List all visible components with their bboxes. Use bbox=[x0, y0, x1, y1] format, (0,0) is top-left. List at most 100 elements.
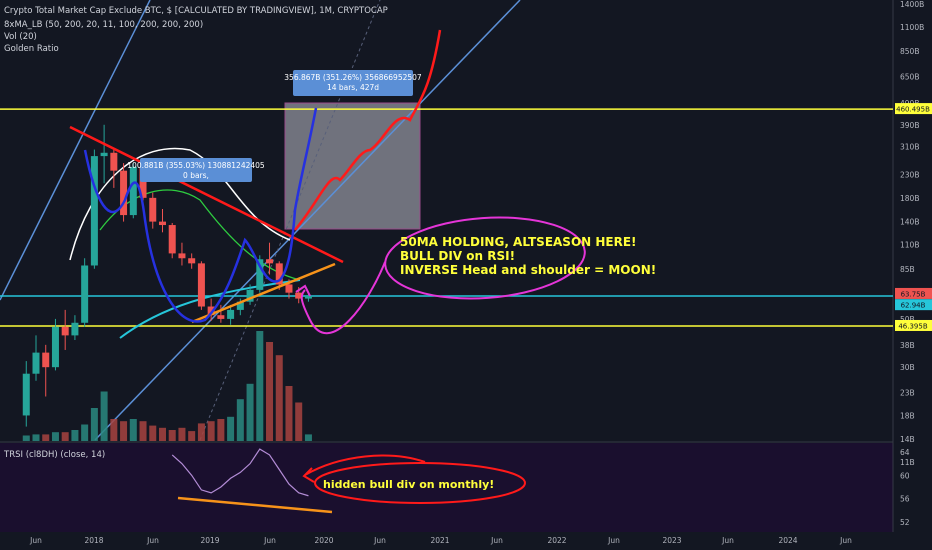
volume-bar bbox=[158, 427, 166, 441]
time-axis-tick: 2020 bbox=[314, 536, 333, 545]
indicator-volume-label[interactable]: Vol (20) bbox=[4, 32, 37, 42]
volume-bar bbox=[207, 421, 215, 441]
price-axis-tick: 230B bbox=[900, 171, 919, 180]
price-axis-tick: 85B bbox=[900, 265, 915, 274]
price-axis-tick: 38B bbox=[900, 341, 915, 350]
time-axis-tick: 2019 bbox=[200, 536, 219, 545]
candle-body bbox=[110, 152, 118, 171]
volume-bar bbox=[236, 399, 244, 441]
volume-bar bbox=[197, 423, 205, 441]
ma-50-line bbox=[99, 189, 301, 281]
annotation-text-line-1: BULL DIV on RSI! bbox=[400, 249, 515, 263]
rsi-annotation-arrow bbox=[304, 454, 426, 476]
price-axis-tick: 180B bbox=[900, 194, 919, 203]
time-axis-tick: Jun bbox=[721, 536, 734, 545]
volume-bar bbox=[90, 408, 98, 441]
channel-lower-line bbox=[94, 0, 521, 441]
time-axis-tick: 2024 bbox=[778, 536, 797, 545]
candle-body bbox=[42, 352, 50, 368]
volume-bar bbox=[285, 386, 293, 441]
time-axis-tick: 2023 bbox=[662, 536, 681, 545]
candle-body bbox=[32, 352, 40, 374]
price-tag-2: 62.94B bbox=[895, 299, 932, 311]
volume-bar bbox=[266, 342, 274, 441]
price-tag-3: 46.395B bbox=[895, 319, 932, 331]
price-axis-tick: 1100B bbox=[900, 23, 924, 32]
candle-body bbox=[266, 259, 274, 264]
volume-bar bbox=[217, 419, 225, 441]
candle-body bbox=[188, 258, 196, 264]
measure-label-top-line1: 356.867B (351.26%) 356866952507 bbox=[284, 73, 422, 82]
ascending-support-line bbox=[191, 262, 336, 324]
candle-body bbox=[51, 326, 59, 368]
volume-bar bbox=[81, 424, 89, 441]
rsi-axis-tick: 52 bbox=[900, 518, 910, 527]
annotation-text-line-2: INVERSE Head and shoulder = MOON! bbox=[400, 263, 656, 277]
volume-bar bbox=[22, 435, 30, 441]
candle-body bbox=[227, 309, 235, 319]
rsi-divergence-line bbox=[177, 496, 333, 514]
candle-body bbox=[168, 225, 176, 254]
price-axis-tick: 310B bbox=[900, 142, 919, 151]
price-axis-tick: 140B bbox=[900, 218, 919, 227]
projection-red-path bbox=[294, 29, 442, 231]
volume-bar bbox=[139, 421, 147, 441]
volume-bar bbox=[61, 432, 69, 441]
indicator-golden-ratio-label[interactable]: Golden Ratio bbox=[4, 44, 59, 54]
projection-blue-path bbox=[83, 107, 318, 323]
time-axis-tick: Jun bbox=[29, 536, 42, 545]
rsi-annotation-ellipse bbox=[314, 462, 526, 504]
price-tag-label: 62.94B bbox=[901, 302, 926, 310]
price-tag-0: 460.495B bbox=[895, 103, 932, 115]
price-tag-label: 460.495B bbox=[896, 106, 930, 114]
time-axis-tick: Jun bbox=[607, 536, 620, 545]
time-axis-tick: 2022 bbox=[547, 536, 566, 545]
candle-body bbox=[236, 301, 244, 310]
volume-bar bbox=[120, 421, 128, 441]
price-axis-tick: 110B bbox=[900, 240, 919, 249]
time-axis-tick: Jun bbox=[490, 536, 503, 545]
volume-bar bbox=[168, 430, 176, 441]
price-tag-label: 46.395B bbox=[898, 322, 927, 330]
time-axis-tick: Jun bbox=[373, 536, 386, 545]
candle-body bbox=[256, 259, 264, 290]
candle-body bbox=[61, 326, 69, 336]
price-tag-bg bbox=[895, 287, 932, 299]
candle-body bbox=[120, 170, 128, 216]
volume-bar bbox=[178, 427, 186, 441]
candle-body bbox=[178, 253, 186, 259]
volume-bar bbox=[110, 419, 118, 441]
price-pane bbox=[0, 0, 893, 442]
rsi-axis-tick: 56 bbox=[900, 495, 910, 504]
measure-label-left-bg bbox=[140, 158, 252, 182]
price-axis-tick: 390B bbox=[900, 121, 919, 130]
volume-bar bbox=[188, 431, 196, 441]
volume-bar bbox=[275, 355, 283, 441]
candle-body bbox=[158, 221, 166, 226]
volume-bar bbox=[51, 432, 59, 441]
volume-bar bbox=[256, 331, 264, 441]
measure-label-left-line1: 100.881B (355.03%) 130881242405 bbox=[127, 161, 265, 170]
rsi-indicator-label[interactable]: TRSI (cl8DH) (close, 14) bbox=[4, 450, 106, 460]
candle-body bbox=[285, 284, 293, 293]
candle-body bbox=[217, 315, 225, 319]
price-axis-tick: 30B bbox=[900, 363, 915, 372]
candle-body bbox=[100, 152, 108, 157]
annotation-arrow-path bbox=[300, 261, 386, 335]
volume-bar bbox=[246, 383, 254, 441]
price-tag-1: 63.75B bbox=[895, 287, 932, 299]
descending-resistance-line bbox=[69, 125, 344, 264]
price-axis-tick: 850B bbox=[900, 47, 919, 56]
symbol-title: Crypto Total Market Cap Exclude BTC, $ [… bbox=[4, 6, 388, 16]
measure-label-top-line2: 14 bars, 427d bbox=[327, 83, 379, 92]
volume-bar bbox=[227, 416, 235, 441]
indicator-ma-label[interactable]: 8xMA_LB (50, 200, 20, 11, 100, 200, 200,… bbox=[4, 20, 204, 30]
price-tag-bg bbox=[895, 319, 932, 331]
price-axis-tick: 18B bbox=[900, 411, 915, 420]
price-axis-tick: 14B bbox=[900, 435, 915, 444]
volume-bar bbox=[295, 402, 303, 441]
